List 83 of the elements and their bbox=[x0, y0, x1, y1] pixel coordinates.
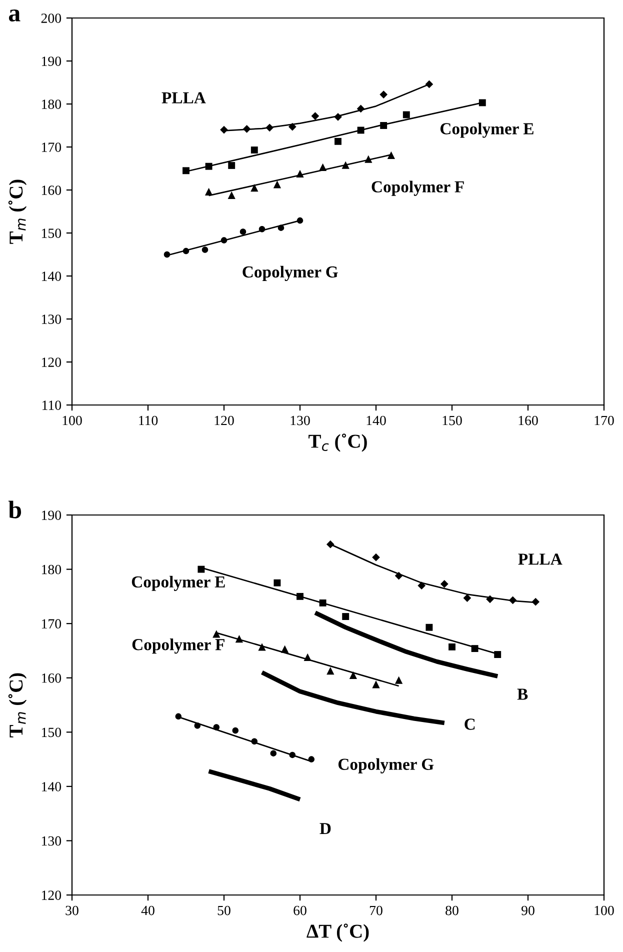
x-tick-label: 140 bbox=[366, 416, 386, 426]
x-tick-label: 40 bbox=[141, 906, 154, 916]
point bbox=[182, 167, 190, 174]
point bbox=[202, 246, 208, 253]
series-label: B bbox=[517, 688, 528, 700]
annotation: Copolymer G bbox=[338, 758, 434, 774]
x-tick-label: 80 bbox=[446, 906, 458, 916]
y-tick-label: 190 bbox=[42, 510, 62, 520]
annotation: Copolymer E bbox=[132, 576, 225, 591]
annotation: Copolymer G bbox=[242, 266, 338, 281]
y-tick-label: 180 bbox=[42, 564, 62, 574]
point bbox=[270, 750, 277, 756]
point bbox=[342, 613, 350, 620]
y-tick-label: 150 bbox=[42, 728, 62, 738]
point bbox=[494, 651, 502, 658]
y-tick-label: 160 bbox=[42, 673, 62, 683]
point bbox=[240, 228, 246, 235]
point bbox=[387, 151, 396, 159]
point bbox=[478, 99, 486, 106]
line-series bbox=[312, 610, 500, 678]
point bbox=[311, 112, 320, 120]
y-tick-label: 160 bbox=[42, 186, 62, 195]
point bbox=[228, 191, 236, 199]
y-tick-label: 140 bbox=[42, 272, 62, 281]
point bbox=[326, 540, 334, 548]
point bbox=[426, 624, 433, 631]
point bbox=[228, 162, 236, 169]
y-tick-label: 200 bbox=[41, 14, 62, 23]
point bbox=[198, 566, 205, 573]
x-tick-label: 160 bbox=[518, 416, 538, 426]
y-axis-title: T$_{m}$ (˚C) bbox=[8, 180, 27, 244]
point bbox=[440, 580, 448, 588]
y-tick-label: 180 bbox=[42, 100, 62, 109]
point bbox=[273, 180, 282, 188]
x-tick-label: 30 bbox=[66, 906, 78, 916]
point bbox=[394, 676, 403, 684]
x-tick-label: 60 bbox=[294, 906, 306, 916]
annotation: Copolymer F bbox=[132, 638, 224, 654]
point bbox=[250, 146, 258, 154]
point bbox=[448, 643, 456, 650]
x-tick-label: 90 bbox=[522, 906, 534, 916]
point bbox=[402, 111, 410, 118]
y-tick-label: 150 bbox=[42, 228, 62, 238]
x-tick-label: 70 bbox=[370, 906, 382, 916]
point bbox=[463, 594, 472, 602]
series-label: C bbox=[464, 718, 475, 730]
point bbox=[349, 671, 358, 679]
chart-title: b bbox=[8, 500, 22, 518]
annotation: PLLA bbox=[162, 92, 206, 104]
annotation: PLLA bbox=[518, 554, 562, 565]
point bbox=[380, 90, 388, 98]
y-tick-label: 170 bbox=[42, 619, 62, 629]
x-axis-title: ΔT (˚C) bbox=[306, 924, 369, 942]
x-tick-label: 130 bbox=[290, 416, 310, 426]
point bbox=[326, 666, 334, 675]
series-label: D bbox=[320, 823, 331, 834]
line-series bbox=[260, 670, 447, 726]
x-tick-label: 110 bbox=[139, 416, 158, 426]
y-tick-label: 190 bbox=[42, 56, 62, 66]
y-tick-label: 110 bbox=[42, 400, 62, 410]
x-tick-label: 120 bbox=[214, 416, 234, 426]
annotation: Copolymer F bbox=[372, 180, 464, 196]
point bbox=[232, 727, 239, 734]
y-tick-label: 170 bbox=[42, 142, 62, 152]
y-tick-label: 140 bbox=[42, 782, 62, 792]
x-tick-label: 170 bbox=[594, 416, 614, 426]
x-tick-label: 150 bbox=[442, 416, 462, 426]
point bbox=[334, 138, 342, 145]
point bbox=[274, 579, 281, 586]
point bbox=[372, 553, 380, 562]
y-tick-label: 130 bbox=[42, 314, 62, 324]
y-tick-label: 130 bbox=[42, 836, 62, 846]
y-tick-label: 120 bbox=[42, 890, 62, 900]
y-tick-label: 120 bbox=[42, 358, 62, 367]
x-tick-label: 100 bbox=[594, 906, 614, 916]
annotation: Copolymer E bbox=[440, 122, 534, 138]
chart-title: a bbox=[8, 10, 20, 22]
x-tick-label: 100 bbox=[62, 416, 82, 426]
x-axis-title: T$_{c}$ (˚C) bbox=[308, 434, 367, 452]
point bbox=[372, 680, 380, 688]
y-axis-title: T$_{m}$ (˚C) bbox=[8, 673, 27, 738]
line-series bbox=[206, 769, 302, 802]
x-tick-label: 50 bbox=[218, 906, 230, 916]
